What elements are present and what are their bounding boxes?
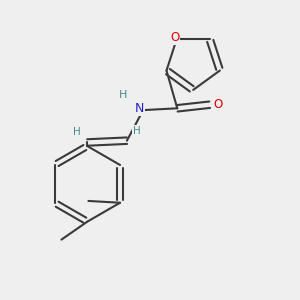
Text: H: H [133,126,141,136]
Text: H: H [74,128,81,137]
Text: O: O [213,98,222,111]
Text: H: H [119,90,128,100]
Text: O: O [170,31,179,44]
Text: N: N [135,102,144,115]
